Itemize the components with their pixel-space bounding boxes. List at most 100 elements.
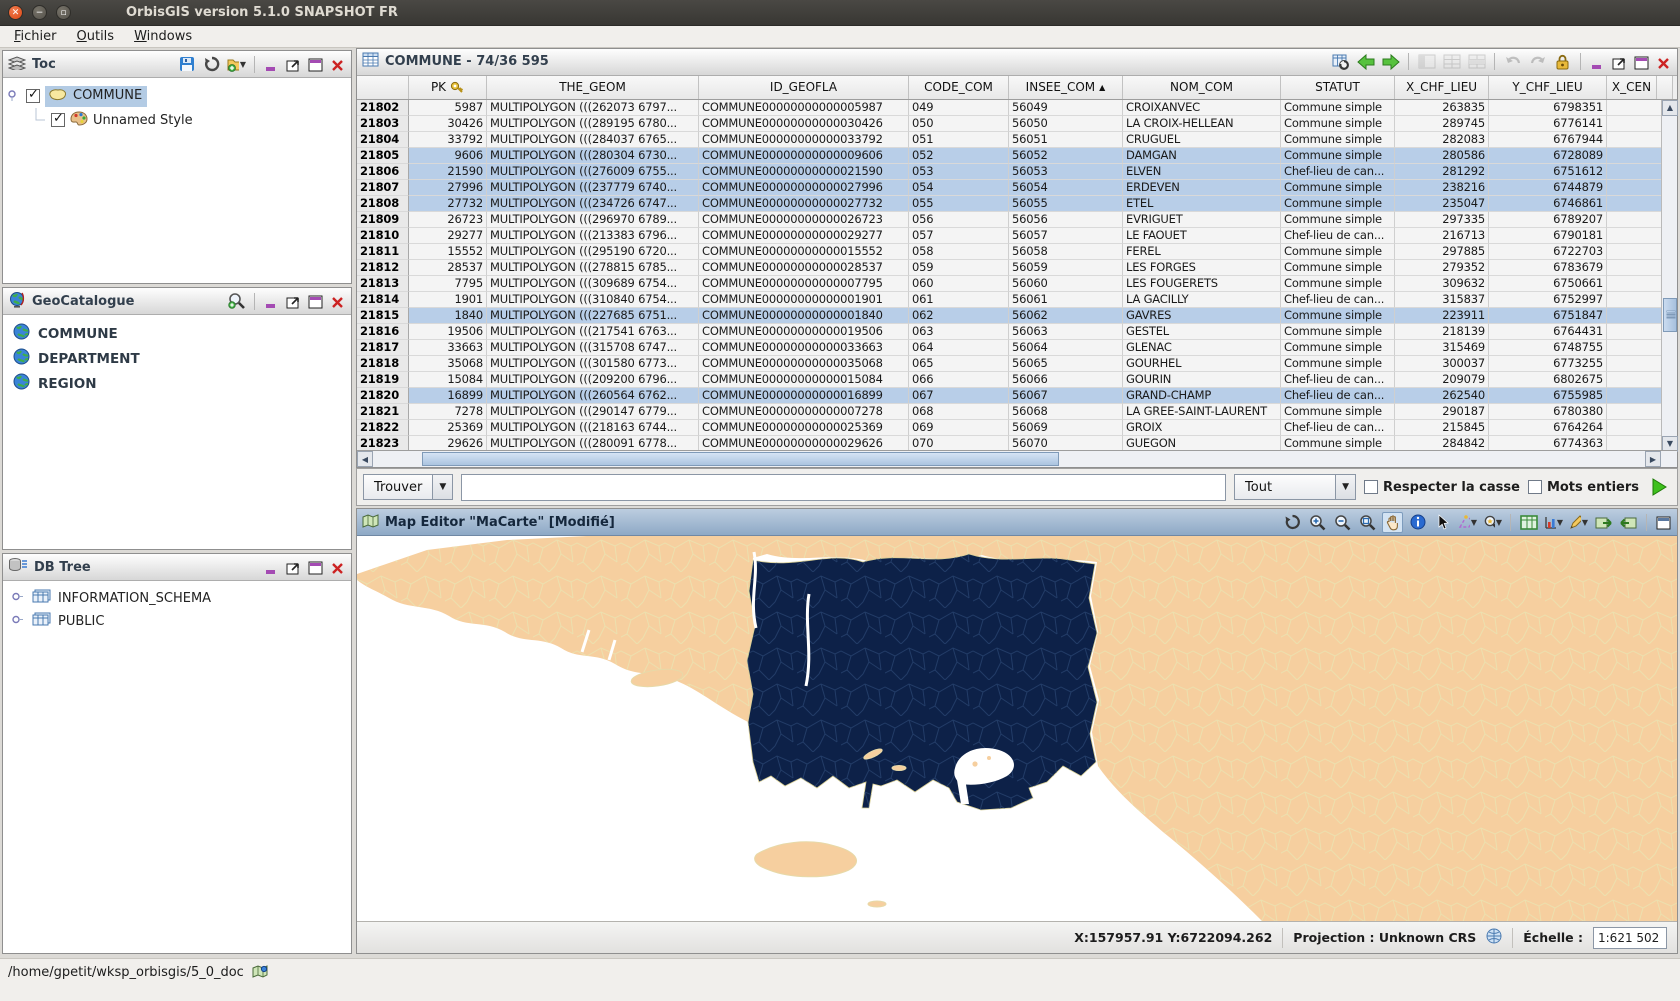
- cell-id-geofla[interactable]: COMMUNE00000000000009606: [699, 147, 909, 164]
- cell-nom-com[interactable]: GUEGON: [1123, 435, 1281, 452]
- cell-statut[interactable]: Chef-lieu de can...: [1281, 387, 1395, 404]
- refresh-table-icon[interactable]: [1330, 51, 1351, 72]
- geocatalogue-item[interactable]: COMMUNE: [7, 321, 347, 346]
- cell-x-cen[interactable]: [1607, 179, 1663, 196]
- table-row[interactable]: 21822 25369 MULTIPOLYGON (((218163 6744.…: [357, 419, 1663, 436]
- table-row[interactable]: 21803 30426 MULTIPOLYGON (((289195 6780.…: [357, 115, 1663, 132]
- cell-insee-com[interactable]: 56051: [1009, 131, 1123, 148]
- cell-x-cen[interactable]: [1607, 243, 1663, 260]
- table-row[interactable]: 21813 7795 MULTIPOLYGON (((309689 6754..…: [357, 275, 1663, 292]
- cell-x-chf-lieu[interactable]: 290187: [1395, 403, 1489, 420]
- cell-the-geom[interactable]: MULTIPOLYGON (((278815 6785...: [487, 259, 699, 276]
- cell-pk[interactable]: 26723: [409, 211, 487, 228]
- show-attributes-icon[interactable]: [1518, 512, 1539, 533]
- menu-windows[interactable]: Windows: [134, 29, 193, 44]
- cell-nom-com[interactable]: ERDEVEN: [1123, 179, 1281, 196]
- cell-statut[interactable]: Commune simple: [1281, 355, 1395, 372]
- cell-pk[interactable]: 19506: [409, 323, 487, 340]
- zoom-in-icon[interactable]: [1307, 512, 1328, 533]
- cell-y-chf-lieu[interactable]: 6802675: [1489, 371, 1607, 388]
- panel-minimize-icon[interactable]: [262, 559, 280, 575]
- cell-the-geom[interactable]: MULTIPOLYGON (((262073 6797...: [487, 99, 699, 116]
- column-header-the-geom[interactable]: THE_GEOM: [487, 75, 699, 99]
- cell-the-geom[interactable]: MULTIPOLYGON (((280304 6730...: [487, 147, 699, 164]
- tree-expand-handle-icon[interactable]: [7, 87, 21, 105]
- chevron-down-icon[interactable]: ▼: [1335, 475, 1356, 499]
- column-tool-icon[interactable]: [1416, 51, 1437, 72]
- cell-pk[interactable]: 15084: [409, 371, 487, 388]
- cell-insee-com[interactable]: 56062: [1009, 307, 1123, 324]
- scale-input[interactable]: 1:621 502: [1593, 926, 1667, 949]
- cell-pk[interactable]: 35068: [409, 355, 487, 372]
- cell-x-cen[interactable]: [1607, 307, 1663, 324]
- redo-icon[interactable]: [1527, 51, 1548, 72]
- cell-x-chf-lieu[interactable]: 297885: [1395, 243, 1489, 260]
- scroll-left-icon[interactable]: ◀: [357, 451, 373, 468]
- cell-nom-com[interactable]: ETEL: [1123, 195, 1281, 212]
- cell-id-geofla[interactable]: COMMUNE00000000000026723: [699, 211, 909, 228]
- cell-y-chf-lieu[interactable]: 6744879: [1489, 179, 1607, 196]
- table-row[interactable]: 21815 1840 MULTIPOLYGON (((227685 6751..…: [357, 307, 1663, 324]
- cell-code-com[interactable]: 062: [909, 307, 1009, 324]
- cell-the-geom[interactable]: MULTIPOLYGON (((234726 6747...: [487, 195, 699, 212]
- cell-the-geom[interactable]: MULTIPOLYGON (((217541 6763...: [487, 323, 699, 340]
- panel-detach-icon[interactable]: [284, 559, 302, 575]
- cell-insee-com[interactable]: 56066: [1009, 371, 1123, 388]
- cell-y-chf-lieu[interactable]: 6783679: [1489, 259, 1607, 276]
- thematic-map-icon[interactable]: ▼: [1543, 512, 1564, 533]
- panel-detach-icon[interactable]: [1610, 54, 1628, 70]
- checkbox-box[interactable]: [1364, 480, 1379, 494]
- window-minimize-button[interactable]: −: [32, 5, 47, 20]
- panel-minimize-icon[interactable]: [1588, 54, 1606, 70]
- fence-selection-icon[interactable]: ▼: [1457, 512, 1478, 533]
- window-maximize-button[interactable]: ▫: [56, 5, 71, 20]
- cell-statut[interactable]: Commune simple: [1281, 403, 1395, 420]
- cell-x-cen[interactable]: [1607, 131, 1663, 148]
- cell-x-cen[interactable]: [1607, 115, 1663, 132]
- select-cursor-icon[interactable]: [1432, 512, 1453, 533]
- cell-x-cen[interactable]: [1607, 371, 1663, 388]
- cell-pk[interactable]: 29277: [409, 227, 487, 244]
- map-canvas[interactable]: [357, 536, 1677, 921]
- cell-y-chf-lieu[interactable]: 6751847: [1489, 307, 1607, 324]
- column-header-code-com[interactable]: CODE_COM: [909, 75, 1009, 99]
- cell-statut[interactable]: Commune simple: [1281, 323, 1395, 340]
- cell-x-cen[interactable]: [1607, 291, 1663, 308]
- cell-code-com[interactable]: 066: [909, 371, 1009, 388]
- cell-id-geofla[interactable]: COMMUNE00000000000028537: [699, 259, 909, 276]
- panel-close-icon[interactable]: [328, 559, 346, 575]
- refresh-icon[interactable]: [201, 54, 222, 75]
- cell-insee-com[interactable]: 56053: [1009, 163, 1123, 180]
- undo-icon[interactable]: [1502, 51, 1523, 72]
- refresh-map-icon[interactable]: [1282, 512, 1303, 533]
- cell-y-chf-lieu[interactable]: 6780380: [1489, 403, 1607, 420]
- cell-y-chf-lieu[interactable]: 6789207: [1489, 211, 1607, 228]
- panel-maximize-icon[interactable]: [1632, 54, 1650, 70]
- table-row[interactable]: 21817 33663 MULTIPOLYGON (((315708 6747.…: [357, 339, 1663, 356]
- cell-pk[interactable]: 33792: [409, 131, 487, 148]
- cell-insee-com[interactable]: 56058: [1009, 243, 1123, 260]
- cell-id-geofla[interactable]: COMMUNE00000000000025369: [699, 419, 909, 436]
- cell-pk[interactable]: 28537: [409, 259, 487, 276]
- cell-x-chf-lieu[interactable]: 280586: [1395, 147, 1489, 164]
- cell-statut[interactable]: Commune simple: [1281, 131, 1395, 148]
- cell-statut[interactable]: Chef-lieu de can...: [1281, 371, 1395, 388]
- cell-nom-com[interactable]: LA GREE-SAINT-LAURENT: [1123, 403, 1281, 420]
- cell-insee-com[interactable]: 56068: [1009, 403, 1123, 420]
- cell-y-chf-lieu[interactable]: 6798351: [1489, 99, 1607, 116]
- cell-id-geofla[interactable]: COMMUNE00000000000015552: [699, 243, 909, 260]
- tree-expand-handle-icon[interactable]: [11, 613, 24, 630]
- cell-the-geom[interactable]: MULTIPOLYGON (((260564 6762...: [487, 387, 699, 404]
- cell-code-com[interactable]: 061: [909, 291, 1009, 308]
- geocatalogue-item[interactable]: REGION: [7, 371, 347, 396]
- cell-x-chf-lieu[interactable]: 218139: [1395, 323, 1489, 340]
- workspace-icon[interactable]: [252, 965, 268, 983]
- cell-insee-com[interactable]: 56067: [1009, 387, 1123, 404]
- draw-edit-icon[interactable]: ▼: [1568, 512, 1589, 533]
- cell-x-cen[interactable]: [1607, 323, 1663, 340]
- find-scope-combo[interactable]: Tout ▼: [1234, 474, 1357, 500]
- menu-fichier[interactable]: Fichier: [14, 29, 57, 44]
- cell-the-geom[interactable]: MULTIPOLYGON (((301580 6773...: [487, 355, 699, 372]
- cell-nom-com[interactable]: CRUGUEL: [1123, 131, 1281, 148]
- panel-close-icon[interactable]: [328, 56, 346, 72]
